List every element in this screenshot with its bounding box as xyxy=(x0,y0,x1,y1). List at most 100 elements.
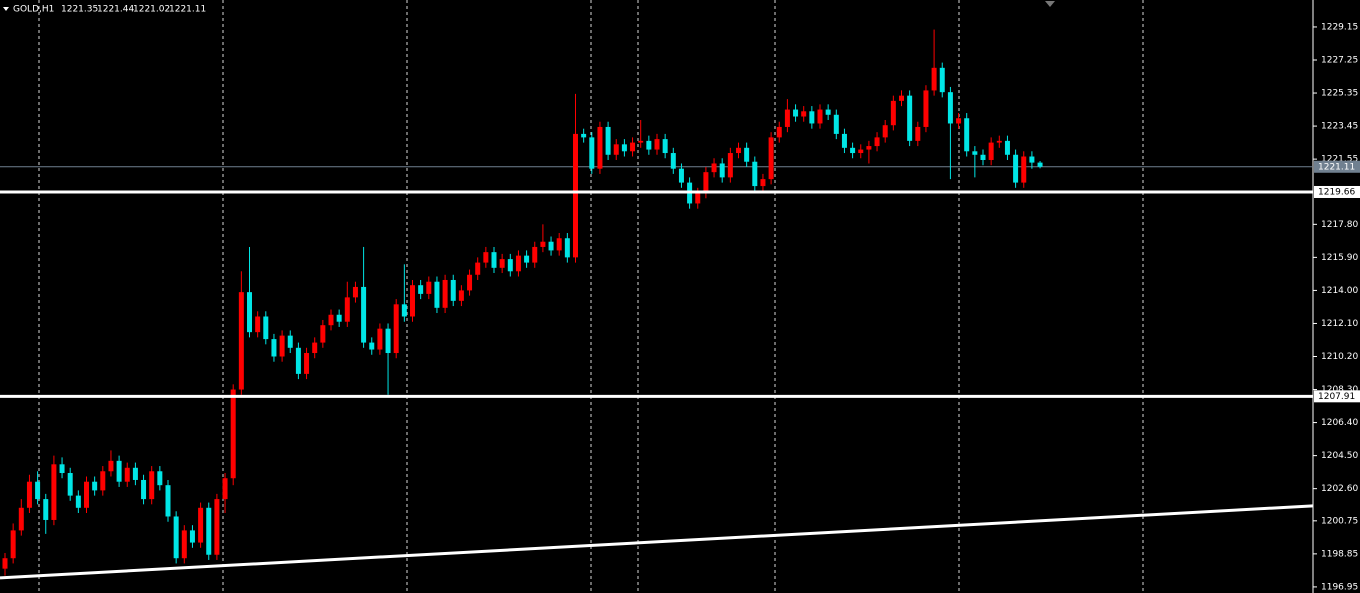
candle-body xyxy=(548,241,554,251)
candle-body xyxy=(866,146,872,150)
y-tick-label: 1229.15 xyxy=(1321,22,1358,32)
candle-body xyxy=(393,304,399,354)
candle-body xyxy=(1029,156,1035,163)
candle-body xyxy=(336,314,342,322)
candle-body xyxy=(670,153,676,169)
header-open: 1221.35 xyxy=(61,5,98,15)
candle-body xyxy=(874,137,880,147)
candle-body xyxy=(972,151,978,155)
candle-body xyxy=(581,133,587,138)
candle-body xyxy=(401,304,407,317)
y-tick-label: 1215.90 xyxy=(1321,253,1358,263)
y-tick-label: 1204.50 xyxy=(1321,451,1358,461)
candle-body xyxy=(703,172,709,194)
y-tick-label: 1196.95 xyxy=(1321,582,1358,592)
candle-body xyxy=(931,67,937,91)
candle-body xyxy=(238,292,244,390)
candle-body xyxy=(84,481,89,508)
candle-body xyxy=(475,262,481,275)
candle-body xyxy=(491,252,497,268)
level-label: 1207.91 xyxy=(1318,392,1355,402)
y-tick-label: 1227.25 xyxy=(1321,55,1358,65)
candle-body xyxy=(564,238,570,258)
candle-body xyxy=(915,126,921,141)
candle-body xyxy=(776,126,782,138)
candle-body xyxy=(833,114,839,134)
candle-body xyxy=(947,92,953,124)
time-separators xyxy=(38,0,1144,593)
candle-body xyxy=(841,133,847,148)
candle-body xyxy=(450,279,456,301)
candle-body xyxy=(434,281,440,308)
candle-body xyxy=(923,90,929,127)
candle-body xyxy=(524,255,530,263)
candle-body xyxy=(483,252,489,263)
symbol: GOLD,H1 xyxy=(13,5,54,15)
candle-body xyxy=(719,163,725,178)
candle-body xyxy=(198,507,204,543)
y-tick-label: 1214.00 xyxy=(1321,286,1358,296)
header-low: 1221.02 xyxy=(133,5,170,15)
y-tick-label: 1206.40 xyxy=(1321,418,1358,428)
candle-body xyxy=(67,473,73,496)
bid-label: 1221.11 xyxy=(1318,162,1355,172)
y-tick-label: 1200.75 xyxy=(1321,516,1358,526)
candle-body xyxy=(181,530,187,559)
candle-body xyxy=(173,516,179,559)
candle-body xyxy=(662,139,668,154)
candle-body xyxy=(899,95,904,101)
candle-body xyxy=(736,147,741,154)
candle-body xyxy=(589,137,595,169)
candle-body xyxy=(410,285,415,317)
candle-body xyxy=(858,149,864,154)
candle-body xyxy=(279,335,285,357)
candle-body xyxy=(132,467,138,480)
candle-body xyxy=(784,109,790,127)
y-tick-label: 1212.10 xyxy=(1321,319,1358,329)
candle-body xyxy=(882,125,888,138)
candle-body xyxy=(165,485,171,517)
candle-body xyxy=(507,259,513,272)
candle-body xyxy=(369,342,375,350)
candle-body xyxy=(304,353,310,374)
candle-body xyxy=(695,193,701,204)
candle-body xyxy=(515,255,521,272)
y-tick-label: 1223.45 xyxy=(1321,122,1358,132)
candle-body xyxy=(426,281,432,294)
candle-body xyxy=(809,111,815,124)
candle-body xyxy=(907,95,913,141)
candle-body xyxy=(532,246,538,263)
candle-body xyxy=(817,109,823,124)
candle-body xyxy=(939,67,945,93)
candle-body xyxy=(573,133,578,258)
candle-body xyxy=(458,290,464,301)
header-high: 1221.44 xyxy=(97,5,134,15)
shift-marker xyxy=(1045,1,1055,7)
candle-body xyxy=(1004,140,1010,155)
candle-body xyxy=(956,118,962,124)
y-tick-label: 1217.80 xyxy=(1321,220,1358,230)
candle-body xyxy=(287,335,293,348)
candle-body xyxy=(646,140,652,150)
candle-body xyxy=(100,471,106,491)
y-tick-label: 1221.55 xyxy=(1321,155,1358,165)
candle-body xyxy=(793,109,799,117)
candle-body xyxy=(499,259,505,268)
candle-body xyxy=(727,153,733,178)
candle-body xyxy=(638,140,644,143)
candle-body xyxy=(711,163,717,173)
candle-body xyxy=(744,147,750,162)
candle-body xyxy=(760,179,766,187)
candle-body xyxy=(540,241,546,247)
candle-body xyxy=(214,499,220,555)
candle-body xyxy=(206,507,212,555)
candle-body xyxy=(263,316,269,340)
candle-body xyxy=(597,126,603,169)
candle-body xyxy=(418,285,424,294)
candle-body xyxy=(255,316,261,333)
candle-body xyxy=(312,342,318,354)
y-tick-label: 1208.30 xyxy=(1321,385,1358,395)
